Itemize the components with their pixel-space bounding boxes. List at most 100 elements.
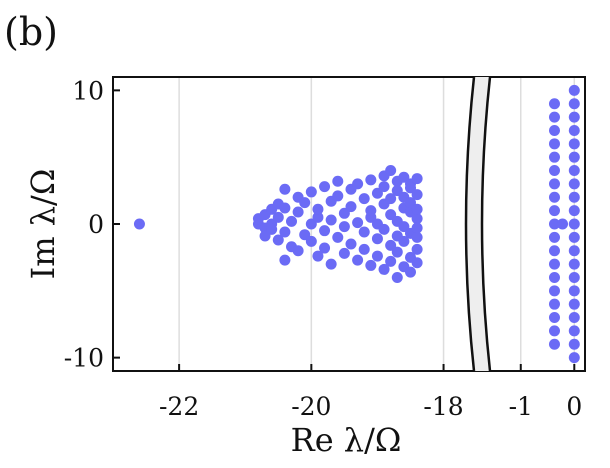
data-point: [568, 258, 580, 270]
data-point: [548, 312, 560, 324]
data-point: [305, 218, 317, 230]
data-point: [548, 325, 560, 337]
data-point: [548, 111, 560, 123]
x-tick-label: -1: [509, 392, 533, 421]
y-tick-label: -10: [64, 344, 104, 373]
x-tick-label: -18: [423, 392, 463, 421]
data-point: [391, 246, 403, 258]
data-point: [568, 165, 580, 177]
data-point: [279, 226, 291, 238]
data-point: [338, 207, 350, 219]
data-point: [548, 218, 560, 230]
data-point: [345, 201, 357, 213]
data-point: [548, 271, 560, 283]
panel-label: (b): [4, 10, 58, 54]
data-point: [548, 151, 560, 163]
data-point: [332, 231, 344, 243]
data-point: [548, 178, 560, 190]
data-point: [548, 124, 560, 136]
data-point: [568, 111, 580, 123]
data-point: [305, 186, 317, 198]
data-point: [385, 193, 397, 205]
data-point: [568, 124, 580, 136]
data-point: [358, 226, 370, 238]
data-point: [411, 213, 423, 225]
data-point: [568, 151, 580, 163]
data-point: [338, 221, 350, 233]
data-point: [568, 138, 580, 150]
data-point: [365, 259, 377, 271]
data-point: [352, 178, 364, 190]
data-point: [548, 138, 560, 150]
x-tick-label: 0: [566, 392, 582, 421]
data-point: [279, 254, 291, 266]
data-point: [568, 178, 580, 190]
data-point: [365, 205, 377, 217]
data-point: [568, 218, 580, 230]
data-point: [548, 258, 560, 270]
data-point: [385, 239, 397, 251]
data-point: [405, 266, 416, 278]
data-point: [319, 225, 331, 237]
data-point: [568, 191, 580, 203]
data-point: [319, 181, 331, 193]
axis-break-left-curve: [464, 76, 476, 372]
data-point: [299, 197, 311, 209]
data-point: [358, 243, 370, 255]
data-point: [548, 245, 560, 257]
data-point: [352, 254, 364, 266]
x-tick-label: -20: [291, 392, 331, 421]
data-point: [405, 182, 416, 194]
y-tick-label: 10: [72, 76, 104, 105]
data-point: [345, 238, 357, 250]
data-point: [568, 352, 580, 364]
data-point: [568, 325, 580, 337]
data-point: [133, 218, 145, 230]
data-point: [405, 197, 416, 209]
data-point: [557, 218, 569, 230]
data-point: [411, 222, 423, 234]
data-point: [292, 206, 304, 218]
data-point: [548, 191, 560, 203]
data-point: [568, 338, 580, 350]
data-point: [286, 215, 297, 227]
data-point: [548, 98, 560, 110]
data-point: [548, 298, 560, 310]
data-point: [411, 203, 423, 215]
data-point: [568, 84, 580, 96]
data-point: [411, 189, 423, 201]
data-point: [325, 214, 337, 226]
data-point: [371, 250, 383, 262]
data-point: [272, 211, 284, 223]
data-point: [385, 209, 397, 221]
data-point: [568, 98, 580, 110]
data-point: [411, 173, 423, 185]
data-point: [299, 229, 311, 241]
data-point: [279, 202, 291, 214]
data-point: [398, 221, 410, 233]
data-point: [371, 187, 383, 199]
data-point: [411, 231, 423, 243]
data-point: [279, 183, 291, 195]
data-point: [548, 231, 560, 243]
data-point: [319, 242, 331, 254]
data-point: [568, 205, 580, 217]
data-point: [272, 234, 284, 246]
data-point: [548, 338, 560, 350]
data-point: [391, 185, 403, 197]
data-point: [378, 263, 390, 275]
data-point: [398, 171, 410, 183]
data-point: [259, 230, 271, 242]
data-point: [365, 174, 377, 186]
data-point: [391, 271, 403, 283]
data-point: [385, 255, 397, 267]
data-point: [358, 193, 370, 205]
data-point: [568, 298, 580, 310]
data-point: [568, 285, 580, 297]
data-point: [338, 247, 350, 259]
data-point: [352, 217, 364, 229]
x-axis-label: Re λ/Ω: [291, 421, 402, 459]
data-point: [411, 257, 423, 269]
data-point: [548, 165, 560, 177]
